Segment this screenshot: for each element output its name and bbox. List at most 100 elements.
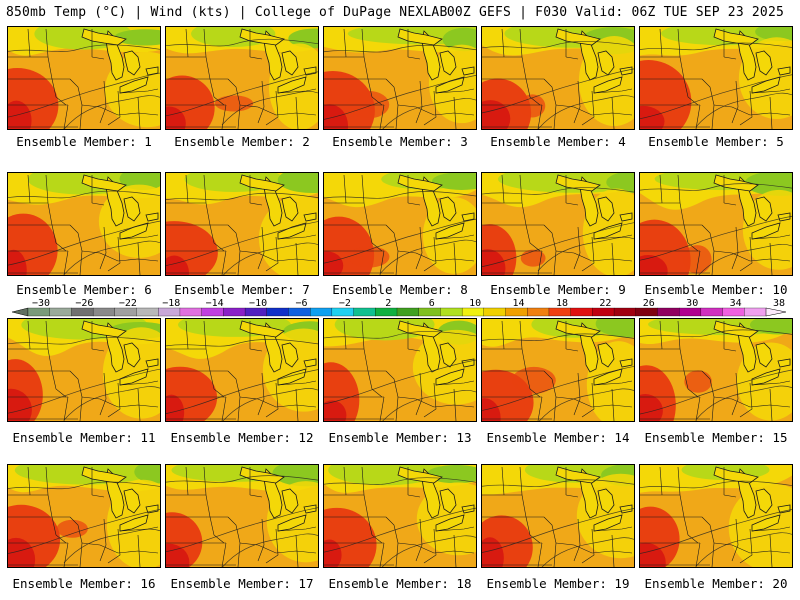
state-border [203, 174, 225, 252]
state-border [63, 396, 69, 421]
state-border [695, 542, 701, 567]
colorbar-tick-label: −30 [32, 298, 50, 309]
great-lake [123, 50, 141, 76]
state-border [581, 382, 595, 418]
ensemble-member-map [165, 172, 319, 276]
colorbar-swatch [744, 307, 767, 317]
state-border [27, 466, 31, 496]
state-border [769, 242, 773, 275]
ensemble-member-map [7, 318, 161, 422]
state-border [295, 96, 299, 129]
great-lake [713, 28, 759, 46]
colorbar-tick-label: −10 [249, 298, 267, 309]
coolest-field [595, 319, 634, 338]
state-border [119, 380, 159, 386]
great-lake [439, 50, 457, 76]
isotherm-contour [695, 92, 792, 128]
panel-label: Ensemble Member: 7 [174, 282, 310, 297]
isotherm-contour [382, 98, 476, 129]
temperature-colorbar: −30 −26 −22 −18 −14 −10 −6 −2 2 6 10 14 18 22 26 30 34 38… [11, 298, 787, 317]
colorbar-swatch [244, 307, 268, 317]
state-border [99, 372, 107, 416]
colorbar-tick-label: 14 [513, 298, 525, 309]
state-border [501, 174, 505, 204]
state-border [423, 528, 437, 564]
state-border [659, 320, 663, 350]
hottest-field [166, 543, 190, 567]
isotherm-contour [166, 38, 318, 47]
state-border [239, 542, 317, 554]
state-border [361, 174, 383, 252]
state-border [69, 78, 83, 129]
colorbar-tick-label: −14 [206, 298, 224, 309]
colorbar-extend-left [11, 307, 29, 317]
colorbar-swatch [396, 307, 420, 317]
state-border [227, 370, 241, 421]
isotherm-contour [222, 533, 318, 567]
state-border [249, 56, 263, 60]
state-border [435, 234, 475, 240]
state-border [361, 28, 383, 106]
isotherm-contour [379, 239, 476, 274]
state-border [519, 466, 541, 544]
map-title: 850mb Temp (°C) | Wind (kts) | College o… [6, 5, 448, 20]
state-border [295, 242, 299, 275]
isotherm-contour [324, 218, 476, 264]
state-border [751, 88, 791, 94]
panel-label: Ensemble Member: 8 [332, 282, 468, 297]
state-border [107, 382, 121, 418]
state-border [91, 56, 105, 60]
great-lake [397, 320, 443, 338]
state-border [723, 494, 737, 498]
panel-label: Ensemble Member: 5 [648, 134, 784, 149]
great-lake [145, 212, 159, 222]
great-lake [619, 212, 633, 222]
great-lake [461, 66, 475, 76]
great-lake [439, 196, 457, 222]
great-lake [239, 320, 285, 338]
hot-patch [512, 366, 556, 394]
temperature-map [8, 173, 160, 275]
hottest-field [482, 398, 501, 421]
state-border [257, 518, 265, 562]
hot-patch [56, 519, 88, 538]
state-border [91, 494, 105, 498]
isotherm-contour [8, 220, 160, 266]
state-border [751, 526, 791, 532]
great-lake [281, 488, 299, 514]
state-border [185, 320, 189, 350]
state-border [565, 494, 579, 498]
isotherm-contour [482, 68, 634, 114]
hottest-field [482, 249, 506, 275]
state-border [91, 348, 105, 352]
ensemble-member-map [323, 172, 477, 276]
state-border [249, 494, 263, 498]
ensemble-member-map [639, 464, 793, 568]
temperature-map [640, 465, 792, 567]
ensemble-member-map [165, 464, 319, 568]
state-border [239, 396, 317, 408]
state-border [677, 174, 699, 252]
state-border [137, 388, 141, 421]
colorbar-tick-label: 2 [385, 298, 391, 309]
isotherm-contour [324, 477, 476, 485]
hottest-field [8, 537, 36, 567]
ensemble-member-map [481, 26, 635, 130]
colorbar-swatch [331, 307, 354, 317]
state-border [435, 380, 475, 386]
isotherm-contour [640, 74, 792, 120]
state-border [397, 396, 475, 408]
hot-patch [348, 246, 390, 268]
state-border [227, 224, 241, 275]
isotherm-contour [8, 509, 160, 554]
colorbar-swatch [179, 307, 202, 317]
panel-label: Ensemble Member: 10 [644, 282, 788, 297]
state-border [221, 104, 227, 129]
state-border [543, 78, 557, 129]
panel-label: Ensemble Member: 3 [332, 134, 468, 149]
isotherm-contour [166, 221, 318, 266]
state-border [27, 320, 31, 350]
coolest-field [272, 465, 318, 487]
great-lake [597, 488, 615, 514]
temperature-map [166, 465, 318, 567]
